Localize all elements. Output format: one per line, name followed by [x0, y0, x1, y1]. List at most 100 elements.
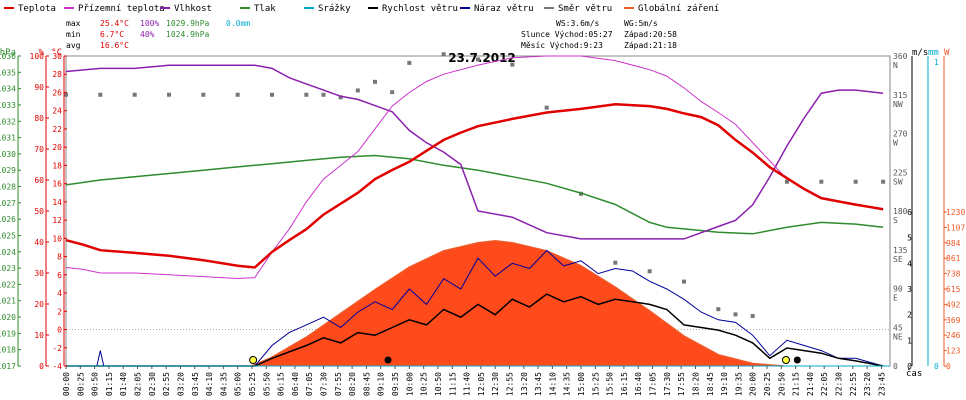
x-tick-label: 10:00 [405, 372, 414, 396]
x-tick-label: 01:15 [105, 372, 114, 396]
w-tick-label: 0 [946, 362, 951, 371]
stat-max-press: 1029.9hPa [166, 19, 210, 28]
chart-title: 23.7.2012 [448, 51, 516, 65]
wind-direction-point [441, 52, 446, 57]
humidity-line [65, 64, 884, 240]
dir-tick-label: 0 [893, 362, 898, 371]
left-tick-label: -4 [52, 362, 62, 371]
dir-tick-label: SE [893, 255, 903, 264]
x-tick-label: 18:20 [691, 372, 700, 396]
x-tick-label: 20:50 [777, 372, 786, 396]
right-axis-unit-mm: mm [928, 48, 939, 58]
x-tick-label: 00:25 [76, 372, 85, 396]
stat-min-press: 1024.9hPa [166, 30, 210, 39]
pressure-line [65, 154, 884, 235]
dir-tick-label: 315 [893, 91, 908, 100]
left-tick-label: 28 [52, 70, 62, 79]
left-tick-label: 1026 [0, 215, 16, 224]
left-tick-label: 18 [52, 161, 62, 170]
wind-direction-point [881, 179, 886, 184]
left-tick-label: 1028 [0, 183, 16, 192]
x-tick-label: 02:30 [148, 372, 157, 396]
right-axis-unit-w: W [944, 48, 950, 58]
left-tick-label: 1027 [0, 199, 16, 208]
wind-direction-point [476, 57, 480, 62]
temperature-line [65, 103, 884, 269]
stat-min-hum: 40% [140, 30, 155, 39]
x-tick-label: 10:25 [420, 372, 429, 396]
dir-tick-label: W [893, 139, 898, 148]
x-tick-label: 22:05 [820, 372, 829, 396]
x-tick-label: 04:10 [205, 372, 214, 396]
x-tick-label: 08:20 [348, 372, 357, 396]
left-tick-label: 80 [34, 114, 44, 123]
left-tick-label: 30 [52, 52, 62, 61]
wind-direction-point [167, 92, 171, 97]
wind-direction-point [682, 279, 686, 284]
w-tick-label: 1230 [946, 208, 965, 217]
moonset-marker [793, 356, 801, 364]
left-tick-label: 60 [34, 176, 44, 185]
ms-tick-label: 6 [907, 208, 912, 217]
dir-tick-label: SW [893, 177, 903, 186]
x-tick-label: 12:55 [505, 372, 514, 396]
left-tick-label: 1024 [0, 248, 16, 257]
wind-gust-line [66, 249, 884, 367]
mm-tick-label: 1 [934, 58, 939, 67]
x-tick-label: 05:25 [248, 372, 257, 396]
left-tick-label: -2 [52, 344, 62, 353]
left-tick-label: 90 [34, 83, 44, 92]
dir-tick-label: 225 [893, 168, 908, 177]
left-tick-label: 1021 [0, 297, 16, 306]
left-tick-label: 22 [52, 125, 62, 134]
dir-tick-label: N [893, 61, 898, 70]
wind-direction-point [64, 92, 68, 97]
x-tick-label: 21:40 [806, 372, 815, 396]
x-tick-label: 19:35 [734, 372, 743, 396]
x-tick-label: 03:45 [191, 372, 200, 396]
stat-rain: 0.0mm [226, 19, 250, 28]
legend: Teplota Přízemní teplota Vlhkost Tlak Srážky… [4, 4, 719, 14]
wind-direction-point [98, 92, 103, 97]
left-tick-label: 1023 [0, 264, 16, 273]
left-tick-label: 40 [34, 238, 44, 247]
wind-direction-point [647, 269, 652, 274]
right-axis-unit-ms: m/s [912, 48, 928, 58]
x-tick-label: 20:25 [763, 372, 772, 396]
left-tick-label: 100 [30, 52, 45, 61]
stat-slunce-zapad: Západ:20:58 [624, 30, 677, 39]
stat-mesic: Měsíc Východ:9:23 [521, 41, 603, 50]
dir-tick-label: S [893, 216, 898, 225]
sunset-marker [781, 356, 790, 364]
x-tick-label: 05:00 [234, 372, 243, 396]
x-tick-label: 14:35 [563, 372, 572, 396]
x-tick-label: 12:30 [491, 372, 500, 396]
left-tick-label: 0 [57, 326, 62, 335]
left-tick-label: 14 [52, 198, 62, 207]
moonrise-marker [384, 356, 392, 364]
legend-label: Vlhkost [174, 4, 212, 14]
left-tick-label: 1025 [0, 231, 16, 240]
x-tick-label: 12:05 [477, 372, 486, 396]
wind-direction-point [355, 88, 360, 93]
left-tick-label: 1031 [0, 134, 16, 143]
x-tick-label: 09:35 [391, 372, 400, 396]
x-tick-label: 06:15 [277, 372, 286, 396]
x-tick-label: 06:40 [291, 372, 300, 396]
wind-direction-point [338, 95, 343, 100]
x-tick-label: 13:20 [520, 372, 529, 396]
x-tick-label: 11:15 [448, 372, 457, 396]
stat-min-label: min [66, 30, 81, 39]
x-tick-label: 10:50 [434, 372, 443, 396]
x-tick-label: 21:15 [792, 372, 801, 396]
left-tick-label: 1034 [0, 85, 16, 94]
x-tick-label: 17:55 [677, 372, 686, 396]
stats-block: max 25.4°C 100% 1029.9hPa 0.0mm min 6.7°… [66, 19, 677, 50]
left-tick-label: 1022 [0, 280, 16, 289]
axes: 00:00 00:25 00:50 01:15 01:40 02:05 02:30 02:55… [0, 48, 965, 396]
mm-tick-label: 0 [934, 362, 939, 371]
radiation-area [251, 240, 784, 366]
left-tick-label: 12 [52, 216, 62, 225]
